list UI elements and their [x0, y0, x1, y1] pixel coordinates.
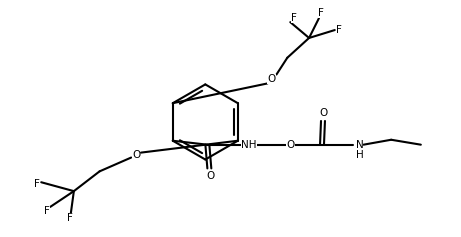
Text: F: F [35, 179, 40, 189]
Text: F: F [336, 25, 342, 35]
Text: NH: NH [241, 140, 257, 150]
Text: F: F [67, 213, 73, 223]
Text: F: F [44, 206, 50, 216]
Text: O: O [320, 108, 328, 118]
Text: F: F [291, 13, 297, 23]
Text: O: O [132, 150, 140, 160]
Text: O: O [267, 74, 276, 84]
Text: O: O [286, 140, 295, 150]
Text: N: N [356, 140, 363, 150]
Text: F: F [318, 8, 324, 18]
Text: O: O [206, 171, 214, 181]
Text: H: H [356, 150, 363, 160]
